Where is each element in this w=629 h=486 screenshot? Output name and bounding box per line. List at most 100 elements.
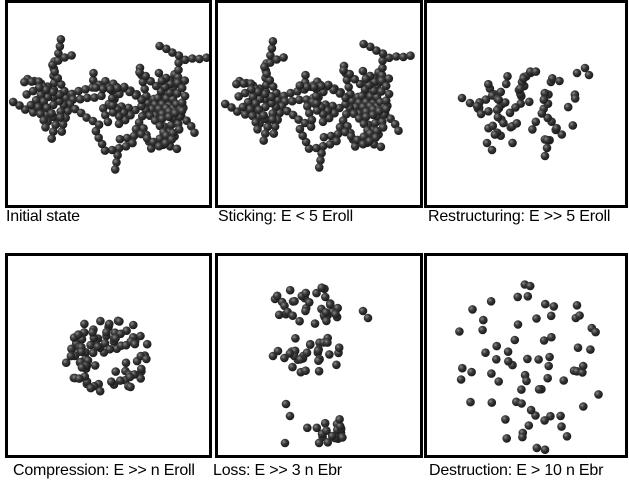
particle — [487, 369, 496, 378]
particle — [49, 100, 58, 110]
particle — [114, 119, 124, 129]
particle — [304, 144, 314, 153]
particle — [50, 67, 59, 76]
particle — [115, 134, 125, 144]
particle — [168, 128, 178, 138]
particle — [54, 49, 63, 58]
particle — [82, 113, 91, 122]
particle — [91, 126, 101, 136]
particle — [542, 143, 552, 153]
particle — [305, 108, 314, 118]
particle — [486, 297, 496, 306]
particle — [288, 96, 297, 106]
particle — [107, 145, 117, 155]
particle — [339, 66, 348, 75]
particle — [269, 129, 279, 138]
particle — [318, 117, 328, 127]
particle — [384, 89, 394, 99]
particle — [579, 402, 588, 411]
particle — [502, 434, 511, 443]
particle — [51, 120, 60, 130]
particle — [342, 109, 351, 119]
particle — [60, 53, 69, 62]
particle — [91, 83, 101, 92]
particle — [392, 52, 401, 61]
particle — [314, 438, 324, 448]
particle — [481, 348, 490, 357]
particle — [494, 377, 503, 386]
particle — [86, 340, 95, 350]
particle — [121, 142, 131, 151]
particle — [47, 134, 56, 143]
particle — [478, 325, 487, 335]
particle — [267, 44, 277, 53]
particle — [22, 90, 31, 99]
particle — [41, 123, 50, 132]
particle — [270, 122, 280, 131]
particle — [326, 131, 336, 141]
particle — [532, 443, 542, 453]
particle — [97, 91, 106, 101]
panel-compression — [5, 253, 212, 458]
particle — [378, 56, 387, 65]
particle — [394, 126, 403, 135]
particle — [135, 68, 144, 77]
particle — [364, 80, 374, 90]
particle — [275, 108, 285, 118]
particle — [174, 65, 183, 75]
particle — [113, 150, 122, 160]
particle — [316, 156, 325, 165]
particle — [335, 89, 345, 98]
particle — [487, 145, 497, 155]
particle — [111, 367, 120, 376]
particle — [532, 314, 541, 323]
particle — [180, 76, 190, 85]
particle — [35, 83, 44, 92]
particle — [301, 137, 311, 147]
particle — [267, 92, 276, 102]
aggregate-sticking — [220, 37, 415, 172]
particle — [375, 106, 384, 116]
particle — [268, 37, 278, 46]
particle — [346, 132, 356, 141]
particle — [227, 103, 236, 112]
particle — [101, 110, 110, 120]
particle — [301, 70, 310, 80]
particle — [112, 158, 121, 167]
particle — [111, 333, 120, 343]
particle — [36, 109, 45, 119]
particle — [549, 302, 559, 311]
particle — [280, 438, 290, 448]
particle — [105, 319, 114, 329]
aggregate-restructuring — [457, 63, 594, 161]
particle — [240, 88, 250, 98]
particle — [49, 127, 58, 136]
particle — [378, 123, 388, 132]
particle — [220, 99, 230, 109]
particle — [518, 432, 527, 442]
particle — [63, 106, 73, 116]
particle — [55, 42, 65, 51]
panel-loss — [215, 253, 423, 458]
particle — [55, 90, 64, 100]
particle — [188, 54, 197, 63]
particle — [81, 85, 90, 94]
particle — [101, 76, 110, 86]
particle — [363, 313, 373, 323]
caption-initial-state: Initial state — [6, 208, 80, 225]
particle — [90, 361, 100, 370]
particle — [305, 340, 315, 349]
particle — [323, 338, 332, 347]
particle — [325, 300, 335, 309]
particle — [361, 112, 371, 121]
particle — [80, 319, 89, 329]
particle — [56, 80, 66, 89]
particle — [171, 108, 180, 118]
particle — [479, 315, 488, 325]
particle — [455, 327, 464, 336]
particle — [488, 121, 498, 131]
particle — [406, 51, 415, 60]
particle — [345, 69, 354, 79]
particle — [378, 63, 387, 73]
particle — [98, 84, 108, 94]
